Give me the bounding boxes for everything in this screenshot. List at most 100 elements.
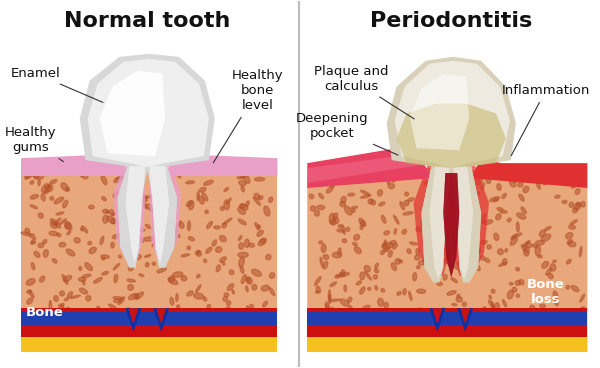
Ellipse shape	[483, 307, 486, 309]
Ellipse shape	[263, 330, 271, 335]
Ellipse shape	[187, 246, 191, 250]
Ellipse shape	[517, 222, 520, 232]
Ellipse shape	[29, 234, 35, 238]
Ellipse shape	[503, 259, 507, 265]
Ellipse shape	[240, 266, 244, 273]
Ellipse shape	[312, 321, 316, 325]
Ellipse shape	[227, 198, 231, 204]
Ellipse shape	[255, 223, 260, 230]
Ellipse shape	[196, 251, 200, 254]
Ellipse shape	[322, 329, 329, 334]
Ellipse shape	[331, 308, 334, 312]
Ellipse shape	[239, 181, 246, 185]
Ellipse shape	[208, 318, 218, 323]
Ellipse shape	[139, 237, 143, 243]
Ellipse shape	[137, 236, 140, 241]
Ellipse shape	[388, 309, 392, 315]
Ellipse shape	[91, 341, 94, 351]
Polygon shape	[307, 308, 587, 312]
Ellipse shape	[521, 312, 526, 315]
Ellipse shape	[384, 240, 386, 245]
Ellipse shape	[59, 304, 64, 312]
Polygon shape	[397, 103, 506, 168]
Text: Inflammation: Inflammation	[502, 84, 590, 156]
Ellipse shape	[85, 263, 92, 270]
Ellipse shape	[120, 322, 127, 328]
Ellipse shape	[128, 284, 134, 290]
Ellipse shape	[53, 218, 61, 225]
Ellipse shape	[114, 177, 122, 183]
Ellipse shape	[224, 188, 229, 192]
Ellipse shape	[61, 183, 68, 191]
Ellipse shape	[332, 252, 342, 258]
Ellipse shape	[377, 331, 386, 335]
Polygon shape	[147, 166, 177, 268]
Ellipse shape	[347, 297, 352, 302]
Ellipse shape	[482, 334, 490, 339]
Ellipse shape	[457, 294, 460, 298]
Ellipse shape	[251, 269, 262, 276]
Ellipse shape	[406, 319, 412, 322]
Polygon shape	[125, 166, 145, 263]
Ellipse shape	[257, 225, 260, 228]
Ellipse shape	[263, 313, 271, 321]
Ellipse shape	[405, 172, 410, 178]
Ellipse shape	[252, 284, 257, 290]
Ellipse shape	[555, 195, 560, 198]
Ellipse shape	[161, 218, 166, 224]
Ellipse shape	[228, 323, 233, 329]
Ellipse shape	[536, 180, 541, 189]
Ellipse shape	[176, 234, 180, 238]
Ellipse shape	[384, 248, 388, 252]
Ellipse shape	[169, 276, 175, 282]
Ellipse shape	[264, 206, 270, 216]
Ellipse shape	[496, 214, 501, 220]
Text: Bone: Bone	[26, 306, 64, 319]
Ellipse shape	[267, 326, 273, 332]
Ellipse shape	[238, 219, 246, 225]
Ellipse shape	[365, 330, 371, 337]
Ellipse shape	[384, 231, 389, 235]
Polygon shape	[118, 166, 147, 268]
Ellipse shape	[382, 215, 386, 223]
Ellipse shape	[71, 295, 80, 298]
Ellipse shape	[103, 209, 109, 213]
Ellipse shape	[509, 180, 516, 187]
Ellipse shape	[566, 233, 573, 239]
Ellipse shape	[158, 223, 164, 229]
Ellipse shape	[79, 288, 88, 294]
Ellipse shape	[580, 294, 585, 302]
Ellipse shape	[553, 260, 556, 263]
Ellipse shape	[473, 216, 475, 222]
Polygon shape	[307, 325, 587, 337]
Ellipse shape	[163, 213, 169, 222]
Ellipse shape	[244, 239, 250, 248]
Ellipse shape	[340, 272, 349, 276]
Ellipse shape	[172, 272, 183, 277]
Ellipse shape	[238, 252, 248, 258]
Ellipse shape	[432, 269, 438, 275]
Ellipse shape	[239, 257, 244, 267]
Ellipse shape	[467, 252, 473, 260]
Ellipse shape	[23, 329, 30, 333]
Ellipse shape	[353, 234, 359, 240]
Ellipse shape	[66, 249, 75, 256]
Ellipse shape	[572, 208, 578, 213]
Ellipse shape	[387, 173, 391, 184]
Ellipse shape	[344, 206, 352, 215]
Ellipse shape	[348, 193, 355, 196]
Ellipse shape	[127, 279, 136, 282]
Ellipse shape	[101, 255, 109, 258]
Ellipse shape	[127, 183, 131, 189]
Ellipse shape	[65, 223, 71, 229]
Ellipse shape	[68, 309, 73, 315]
Ellipse shape	[30, 205, 38, 209]
Ellipse shape	[261, 345, 271, 351]
Ellipse shape	[191, 343, 196, 349]
Ellipse shape	[107, 216, 116, 224]
Ellipse shape	[188, 237, 194, 241]
Ellipse shape	[418, 260, 428, 265]
Ellipse shape	[413, 273, 417, 281]
Ellipse shape	[26, 298, 32, 304]
Ellipse shape	[490, 197, 500, 202]
